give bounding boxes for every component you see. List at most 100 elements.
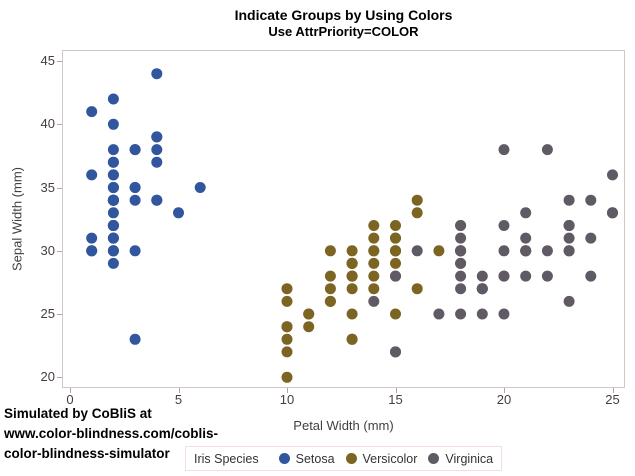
data-point-virginica xyxy=(520,207,532,219)
data-point-setosa xyxy=(107,156,119,168)
y-axis-title: Sepal Width (mm) xyxy=(9,166,25,272)
data-point-setosa xyxy=(107,245,119,257)
data-point-virginica xyxy=(455,245,467,257)
y-tick-mark-25 xyxy=(57,314,62,315)
data-point-setosa xyxy=(107,169,119,181)
data-point-versicolor xyxy=(281,346,293,358)
data-point-virginica xyxy=(607,207,618,219)
y-tick-label-20: 20 xyxy=(40,369,55,385)
data-point-virginica xyxy=(607,169,618,181)
data-point-versicolor xyxy=(346,308,358,320)
data-point-virginica xyxy=(498,220,510,231)
data-point-versicolor xyxy=(390,257,401,269)
data-point-versicolor xyxy=(303,308,315,320)
data-point-setosa xyxy=(107,194,119,206)
data-point-virginica xyxy=(541,144,553,156)
data-point-virginica xyxy=(498,270,510,282)
x-tick-mark-5 xyxy=(178,388,180,393)
data-point-setosa xyxy=(151,156,163,168)
data-point-versicolor xyxy=(368,257,380,269)
data-point-virginica xyxy=(520,232,532,244)
data-point-virginica xyxy=(455,257,467,269)
data-point-setosa xyxy=(151,194,163,206)
data-point-versicolor xyxy=(346,270,358,282)
data-point-setosa xyxy=(129,245,141,257)
data-point-setosa xyxy=(107,93,119,105)
data-point-virginica xyxy=(563,295,575,307)
y-tick-mark-40 xyxy=(57,124,62,126)
data-point-setosa xyxy=(129,144,141,156)
data-point-virginica xyxy=(455,283,467,295)
data-point-virginica xyxy=(476,308,488,320)
data-point-virginica xyxy=(368,295,380,307)
y-tick-label-45: 45 xyxy=(40,53,55,68)
virginica-marker-icon xyxy=(428,453,440,464)
data-point-setosa xyxy=(151,131,163,143)
data-point-setosa xyxy=(151,144,163,156)
watermark-line-3: color-blindness-simulator xyxy=(4,446,170,461)
data-point-virginica xyxy=(476,270,488,282)
data-point-virginica xyxy=(585,270,597,282)
data-point-versicolor xyxy=(324,283,336,295)
y-tick-label-40: 40 xyxy=(40,116,55,132)
data-point-versicolor xyxy=(346,257,358,269)
y-tick-label-35: 35 xyxy=(40,179,55,195)
data-point-virginica xyxy=(476,283,488,295)
plot-area xyxy=(62,50,625,388)
data-point-versicolor xyxy=(303,321,315,333)
data-point-versicolor xyxy=(324,270,336,282)
data-point-virginica xyxy=(390,346,401,358)
data-point-versicolor xyxy=(411,194,423,206)
data-point-virginica xyxy=(498,245,510,257)
data-point-versicolor xyxy=(433,245,445,257)
data-point-virginica xyxy=(585,194,597,206)
data-point-versicolor xyxy=(390,245,401,257)
chart-subtitle: Use AttrPriority=COLOR xyxy=(268,24,419,39)
data-point-setosa xyxy=(107,118,119,130)
data-point-setosa xyxy=(107,144,119,156)
data-point-versicolor xyxy=(411,207,423,219)
data-point-versicolor xyxy=(281,321,293,333)
setosa-marker-icon xyxy=(278,453,290,464)
x-tick-label-20: 20 xyxy=(496,392,512,407)
x-axis-title: Petal Width (mm) xyxy=(293,418,394,433)
data-point-setosa xyxy=(86,232,98,244)
data-point-setosa xyxy=(194,182,206,193)
data-point-versicolor xyxy=(368,220,380,231)
data-point-versicolor xyxy=(368,245,380,257)
y-tick-label-25: 25 xyxy=(40,306,55,321)
watermark-line-1: Simulated by CoBliS at xyxy=(4,406,152,421)
y-tick-mark-45 xyxy=(57,61,62,62)
data-point-virginica xyxy=(455,308,467,320)
data-point-virginica xyxy=(455,220,467,231)
data-point-versicolor xyxy=(324,295,336,307)
legend-label-versicolor: Versicolor xyxy=(362,451,418,466)
legend-item-versicolor: Versicolor xyxy=(345,451,418,466)
data-point-setosa xyxy=(86,169,98,181)
data-point-virginica xyxy=(455,232,467,244)
y-tick-label-30: 30 xyxy=(40,242,55,258)
x-tick-mark-20 xyxy=(504,388,505,393)
data-point-setosa xyxy=(107,232,119,244)
y-tick-mark-30 xyxy=(57,250,62,252)
data-point-versicolor xyxy=(324,245,336,257)
versicolor-marker-icon xyxy=(345,453,357,464)
data-point-versicolor xyxy=(390,220,401,231)
legend: Iris Species Setosa Versicolor Virginica xyxy=(185,446,503,471)
data-point-setosa xyxy=(129,182,141,193)
x-tick-label-0: 0 xyxy=(66,392,74,407)
legend-label-setosa: Setosa xyxy=(295,451,335,466)
data-point-setosa xyxy=(173,207,184,219)
coblis-watermark: Simulated by CoBliS at www.color-blindne… xyxy=(4,404,218,464)
scatter-canvas xyxy=(86,68,618,383)
x-tick-mark-25 xyxy=(612,388,614,393)
data-point-versicolor xyxy=(390,232,401,244)
x-tick-label-15: 15 xyxy=(388,392,403,407)
data-point-versicolor xyxy=(346,333,358,345)
data-point-virginica xyxy=(520,270,532,282)
data-point-virginica xyxy=(411,245,423,257)
data-point-setosa xyxy=(86,106,98,118)
legend-label-virginica: Virginica xyxy=(445,451,494,466)
data-point-setosa xyxy=(129,333,141,345)
